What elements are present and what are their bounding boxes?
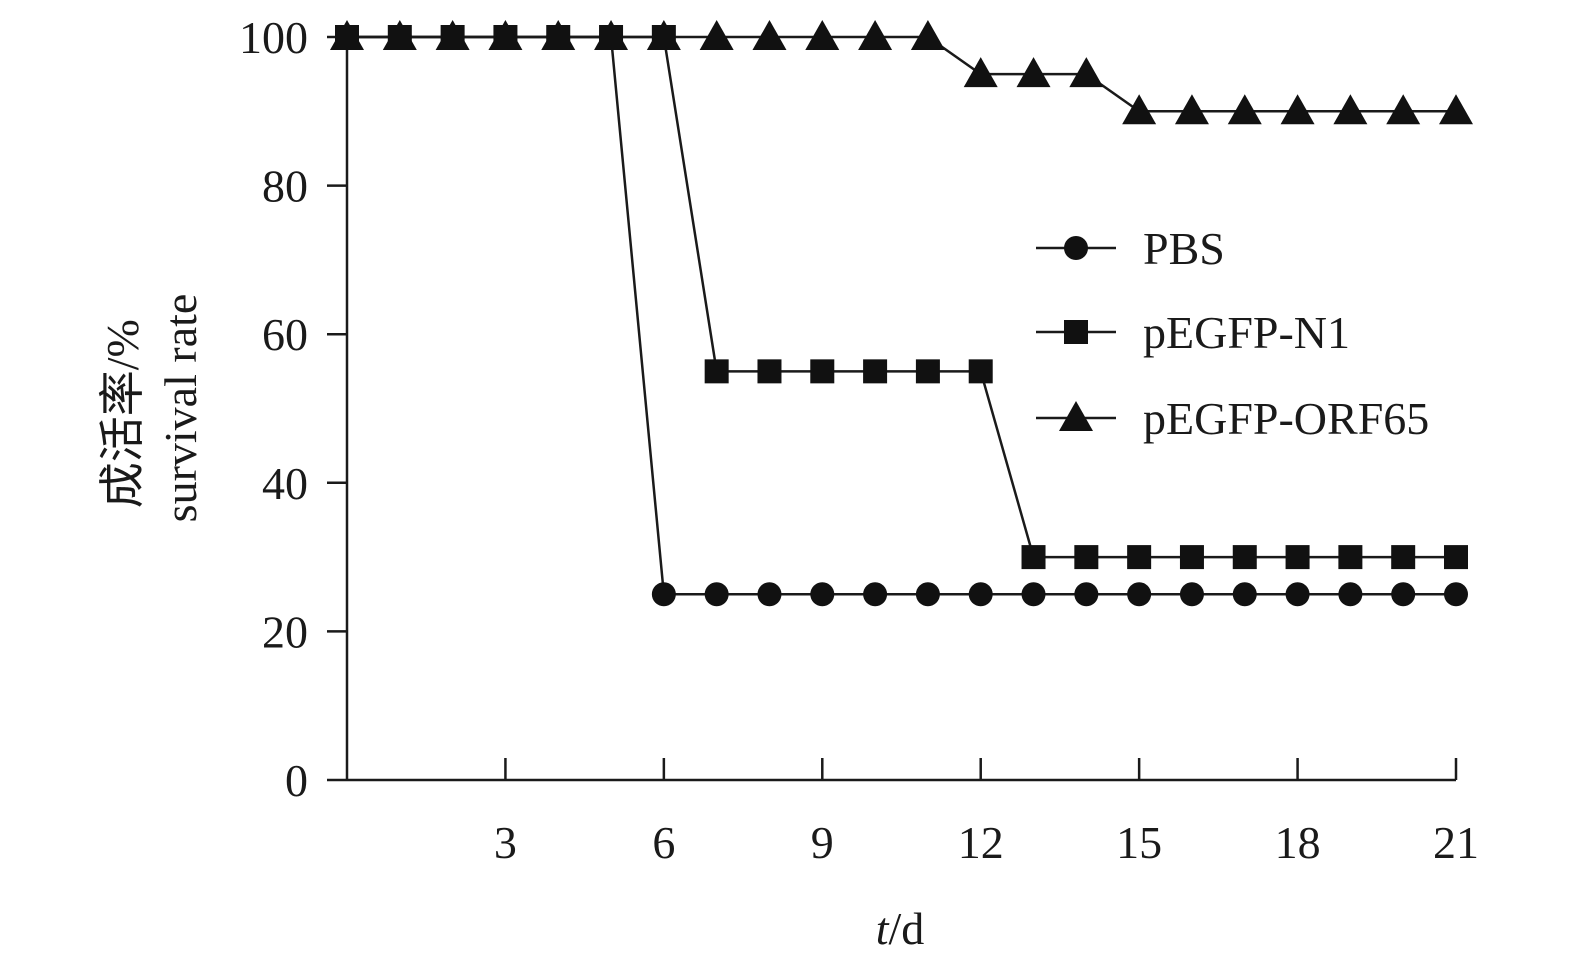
triangle-point: [805, 20, 840, 50]
x-tick-label: 9: [811, 817, 834, 868]
circle-point: [1232, 582, 1257, 607]
x-tick-label: 3: [494, 817, 517, 868]
triangle-point: [1333, 94, 1368, 125]
y-ticks: 0 20 40 60 80 100: [239, 12, 347, 806]
square-point: [810, 359, 835, 384]
square-point: [704, 359, 729, 384]
triangle-point: [963, 57, 998, 88]
triangle-point: [594, 20, 629, 50]
series-line: [347, 35, 1456, 113]
circle-point: [1285, 582, 1310, 607]
legend-label: PBS: [1143, 223, 1225, 274]
square-point: [863, 359, 888, 384]
triangle-point: [699, 20, 734, 50]
square-point: [1285, 545, 1310, 570]
triangle-point: [435, 20, 470, 50]
circle-point: [968, 582, 993, 607]
square-point: [915, 359, 940, 384]
square-point: [1444, 545, 1468, 570]
square-point: [1021, 545, 1046, 570]
y-axis-title-cn: 成活率/%: [97, 319, 148, 508]
triangle-point: [488, 20, 523, 50]
y-axis-title-en: survival rate: [155, 294, 206, 523]
x-tick-label: 15: [1116, 817, 1162, 868]
square-point: [1232, 545, 1257, 570]
y-axis-title: 成活率/% survival rate: [97, 294, 206, 523]
y-tick-label: 80: [262, 161, 308, 212]
square-point: [1391, 545, 1416, 570]
circle-point: [915, 582, 940, 607]
y-tick-label: 40: [262, 458, 308, 509]
legend-item: PBS: [1036, 223, 1225, 274]
circle-point: [1391, 582, 1416, 607]
triangle-point: [1386, 94, 1421, 125]
legend-marker: [1064, 236, 1088, 260]
triangle-point: [646, 20, 681, 50]
square-point: [968, 359, 993, 384]
legend-marker: [1059, 401, 1093, 431]
circle-point: [757, 582, 782, 607]
triangle-point: [858, 20, 893, 50]
x-axis-title: t/d: [876, 903, 925, 954]
series-markers-pEGFP-ORF65: [330, 20, 1473, 125]
circle-point: [1444, 582, 1468, 607]
square-point: [1179, 545, 1204, 570]
legend-label: pEGFP-ORF65: [1143, 393, 1429, 444]
x-tick-label: 18: [1275, 817, 1321, 868]
x-axis-title-unit: /d: [889, 903, 925, 954]
triangle-point: [1016, 57, 1051, 88]
x-axis-title-var: t: [876, 903, 890, 954]
y-tick-label: 20: [262, 606, 308, 657]
series-pEGFP-ORF65: [347, 35, 1456, 113]
legend-item: pEGFP-ORF65: [1036, 393, 1429, 444]
series-layer: [330, 20, 1473, 607]
square-point: [1074, 545, 1099, 570]
circle-point: [704, 582, 729, 607]
triangle-point: [752, 20, 787, 50]
y-tick-label: 0: [285, 755, 308, 806]
axes: [345, 35, 1456, 782]
y-tick-label: 100: [239, 12, 308, 63]
triangle-point: [1174, 94, 1209, 125]
triangle-point: [1439, 94, 1473, 125]
square-point: [1338, 545, 1363, 570]
circle-point: [1074, 582, 1099, 607]
triangle-point: [1069, 57, 1104, 88]
legend-marker: [1064, 320, 1088, 344]
circle-point: [1338, 582, 1363, 607]
circle-point: [863, 582, 888, 607]
triangle-point: [1227, 94, 1262, 125]
legend: PBS pEGFP-N1 pEGFP-ORF65: [1036, 223, 1429, 444]
legend-label: pEGFP-N1: [1143, 307, 1350, 358]
triangle-point: [910, 20, 945, 50]
y-tick-label: 60: [262, 309, 308, 360]
circle-point: [651, 582, 676, 607]
triangle-point: [1280, 94, 1315, 125]
circle-point: [810, 582, 835, 607]
x-ticks: 3 6 9 12 15 18 21: [494, 758, 1479, 868]
triangle-point: [382, 20, 417, 50]
square-point: [757, 359, 782, 384]
circle-point: [1127, 582, 1152, 607]
x-tick-label: 6: [652, 817, 675, 868]
x-tick-label: 12: [958, 817, 1004, 868]
square-point: [1127, 545, 1152, 570]
triangle-point: [541, 20, 576, 50]
x-tick-label: 21: [1433, 817, 1479, 868]
circle-point: [1021, 582, 1046, 607]
legend-item: pEGFP-N1: [1036, 307, 1350, 358]
triangle-point: [1122, 94, 1157, 125]
circle-point: [1179, 582, 1204, 607]
triangle-point: [330, 20, 364, 50]
